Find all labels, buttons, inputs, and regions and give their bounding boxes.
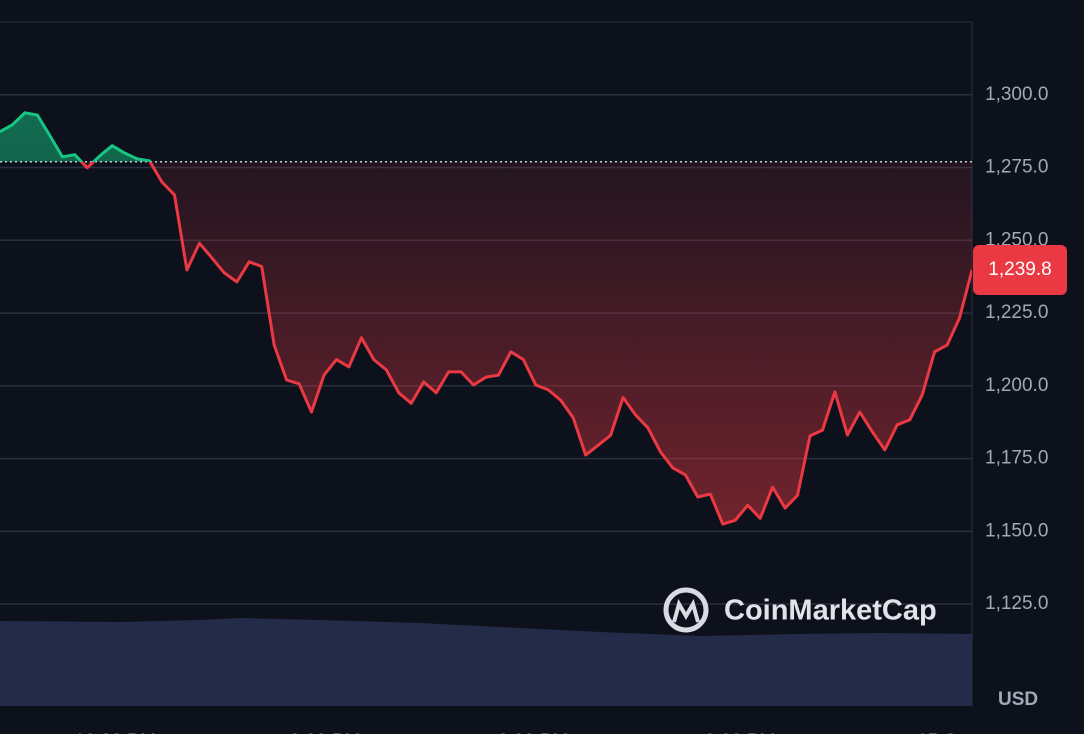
logo-mark xyxy=(672,598,700,623)
y-tick-label: 1,275.0 xyxy=(985,157,1048,178)
y-tick-label: 1,200.0 xyxy=(985,375,1048,396)
x-tick-label: 3:00 PM xyxy=(290,731,361,734)
x-tick-label: 6:00 PM xyxy=(498,731,569,734)
y-tick-label: 1,175.0 xyxy=(985,448,1048,469)
y-tick-label: 1,300.0 xyxy=(985,84,1048,105)
area-down xyxy=(0,161,972,525)
watermark: CoinMarketCap xyxy=(663,587,937,633)
watermark-text: CoinMarketCap xyxy=(724,595,937,627)
x-tick-label: 12:00 PM xyxy=(74,731,155,734)
last-price-label: 1,239.8 xyxy=(988,259,1051,280)
y-tick-label: 1,125.0 xyxy=(985,593,1048,614)
price-line-down xyxy=(79,161,972,526)
y-tick-label: 1,225.0 xyxy=(985,302,1048,323)
currency: USD xyxy=(998,689,1038,710)
x-tick-label: 15 Oct xyxy=(917,731,974,734)
area-up xyxy=(0,112,151,162)
volume-area xyxy=(0,618,972,706)
logo-circle xyxy=(663,587,709,633)
x-tick-label: 9:00 PM xyxy=(705,731,776,734)
last-price-box xyxy=(973,244,1067,295)
y-tick-label: 1,150.0 xyxy=(985,520,1048,541)
